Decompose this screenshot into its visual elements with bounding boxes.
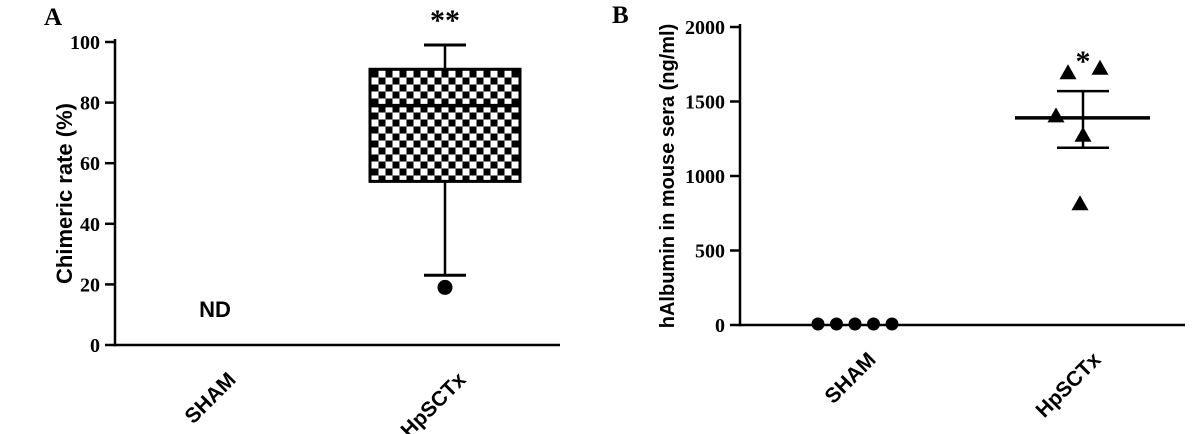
- svg-text:SHAM: SHAM: [821, 348, 881, 408]
- svg-text:1000: 1000: [685, 166, 725, 188]
- svg-text:60: 60: [80, 153, 100, 175]
- svg-text:HpSCTx: HpSCTx: [1032, 348, 1106, 422]
- svg-text:1500: 1500: [685, 92, 725, 114]
- panel-a: A 0 20 40 60 80 100 Chimeric rate (%) SHAM HpSCT…: [44, 4, 560, 434]
- svg-text:0: 0: [90, 335, 100, 357]
- svg-text:SHAM: SHAM: [181, 368, 241, 428]
- panel-b: B 0 500 1000 1500 2000 hAlbumin in mouse sera…: [600, 0, 1200, 434]
- panel-b-letter: B: [612, 2, 629, 29]
- svg-text:0: 0: [715, 315, 725, 337]
- svg-text:Chimeric rate (%): Chimeric rate (%): [52, 103, 77, 284]
- halbumin-scatter-plot: 0 500 1000 1500 2000 hAlbumin in mouse sera (…: [657, 17, 1185, 422]
- svg-text:HpSCTx: HpSCTx: [397, 368, 471, 434]
- svg-text:hAlbumin in mouse sera (ng/ml): hAlbumin in mouse sera (ng/ml): [657, 24, 679, 328]
- svg-text:40: 40: [80, 214, 100, 236]
- svg-text:ND: ND: [199, 297, 231, 322]
- chimeric-rate-boxplot: 0 20 40 60 80 100 Chimeric rate (%) SHAM HpSCTx N…: [52, 4, 560, 434]
- svg-text:500: 500: [695, 241, 725, 263]
- svg-text:*: *: [1076, 45, 1091, 78]
- svg-text:80: 80: [80, 93, 100, 115]
- svg-text:20: 20: [80, 274, 100, 296]
- svg-text:100: 100: [70, 32, 100, 54]
- svg-text:**: **: [430, 4, 460, 37]
- svg-text:2000: 2000: [685, 17, 725, 39]
- panel-a-letter: A: [44, 4, 63, 31]
